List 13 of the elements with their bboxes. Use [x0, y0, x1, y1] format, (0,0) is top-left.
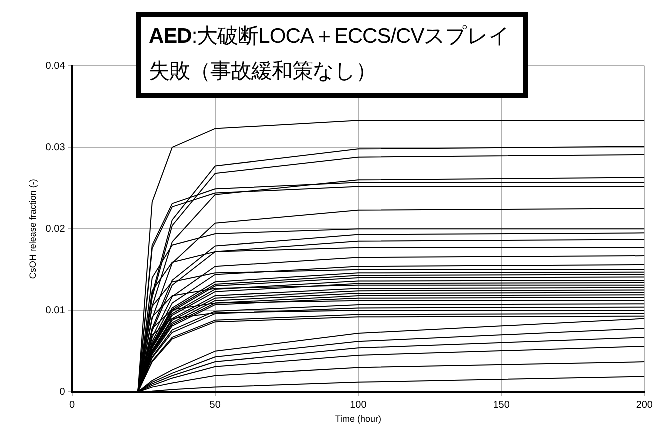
y-tick-label: 0.03 [46, 142, 66, 154]
x-axis-title: Time (hour) [335, 414, 382, 424]
chart-title: AED:大破断LOCA＋ECCS/CVスプレイ失敗（事故緩和策なし） [149, 25, 510, 83]
y-tick-label: 0.02 [46, 224, 66, 235]
y-tick-label: 0 [60, 386, 66, 398]
x-tick-label: 100 [350, 400, 368, 411]
x-tick-label: 150 [493, 400, 510, 411]
y-tick-label: 0.04 [46, 60, 66, 72]
x-tick-label: 0 [69, 400, 76, 411]
y-tick-label: 0.01 [46, 305, 66, 316]
y-axis-title: CsOH release fraction (-) [28, 179, 38, 280]
x-tick-label: 200 [636, 400, 654, 411]
x-tick-label: 50 [210, 400, 222, 411]
